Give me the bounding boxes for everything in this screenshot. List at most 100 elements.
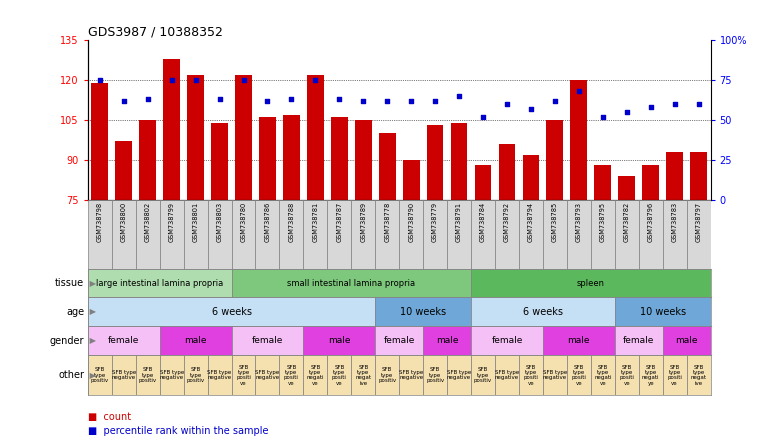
Point	[333, 95, 345, 103]
Bar	[423, 326, 471, 355]
Bar	[447, 355, 471, 395]
Point	[357, 97, 369, 104]
Bar	[471, 297, 615, 326]
Bar	[136, 200, 160, 269]
Bar	[231, 269, 471, 297]
Bar	[115, 141, 132, 200]
Bar	[495, 200, 519, 269]
Text: spleen: spleen	[577, 278, 605, 288]
Point	[189, 76, 202, 83]
Point	[668, 100, 681, 107]
Bar	[231, 326, 303, 355]
Text: SFB
type
positi
ve: SFB type positi ve	[284, 365, 299, 386]
Point	[477, 113, 489, 120]
Text: ▶: ▶	[87, 278, 96, 288]
Text: GSM738792: GSM738792	[504, 202, 510, 242]
Point	[238, 76, 250, 83]
Text: GSM738779: GSM738779	[432, 202, 438, 242]
Bar	[379, 133, 396, 200]
Text: female: female	[623, 336, 654, 345]
Text: GSM738799: GSM738799	[169, 202, 175, 242]
Text: female: female	[491, 336, 523, 345]
Point	[525, 105, 537, 112]
Bar	[447, 200, 471, 269]
Bar	[351, 200, 375, 269]
Bar	[183, 355, 208, 395]
Bar	[187, 75, 204, 200]
Text: SFB
type
positi
ve: SFB type positi ve	[332, 365, 347, 386]
Text: ■  count: ■ count	[88, 412, 131, 422]
Bar	[88, 355, 112, 395]
Bar	[662, 326, 711, 355]
Bar	[211, 123, 228, 200]
Bar	[687, 355, 711, 395]
Point	[645, 103, 657, 111]
Bar	[259, 117, 276, 200]
Bar	[474, 165, 491, 200]
Text: GSM738785: GSM738785	[552, 202, 558, 242]
Bar	[423, 355, 447, 395]
Text: gender: gender	[50, 336, 84, 346]
Bar	[495, 355, 519, 395]
Bar	[160, 326, 231, 355]
Text: SFB type
negative: SFB type negative	[160, 370, 184, 381]
Point	[692, 100, 704, 107]
Text: female: female	[108, 336, 140, 345]
Bar	[280, 355, 303, 395]
Text: GSM738784: GSM738784	[480, 202, 486, 242]
Bar	[615, 297, 711, 326]
Bar	[471, 200, 495, 269]
Point	[285, 95, 297, 103]
Bar	[423, 200, 447, 269]
Bar	[163, 59, 180, 200]
Text: 6 weeks: 6 weeks	[212, 307, 251, 317]
Text: 6 weeks: 6 weeks	[523, 307, 563, 317]
Text: GSM738786: GSM738786	[264, 202, 270, 242]
Bar	[375, 326, 423, 355]
Text: other: other	[58, 370, 84, 380]
Point	[620, 108, 633, 115]
Text: SFB
type
negati
ve: SFB type negati ve	[306, 365, 324, 386]
Bar	[112, 355, 136, 395]
Point	[166, 76, 178, 83]
Bar	[183, 200, 208, 269]
Bar	[88, 200, 112, 269]
Text: GSM738778: GSM738778	[384, 202, 390, 242]
Text: SFB
type
positiv: SFB type positiv	[91, 367, 109, 383]
Text: SFB
type
negati
ve: SFB type negati ve	[594, 365, 611, 386]
Bar	[88, 326, 160, 355]
Text: age: age	[66, 307, 84, 317]
Text: SFB type
negative: SFB type negative	[112, 370, 136, 381]
Bar	[303, 200, 327, 269]
Text: SFB
type
positi
ve: SFB type positi ve	[620, 365, 634, 386]
Bar	[400, 355, 423, 395]
Text: small intestinal lamina propria: small intestinal lamina propria	[287, 278, 416, 288]
Bar	[690, 152, 707, 200]
Bar	[160, 355, 183, 395]
Bar	[471, 326, 543, 355]
Point	[549, 97, 561, 104]
Bar	[567, 200, 591, 269]
Text: SFB
type
positi
ve: SFB type positi ve	[523, 365, 539, 386]
Bar	[351, 355, 375, 395]
Point	[381, 97, 393, 104]
Text: GSM738801: GSM738801	[193, 202, 199, 242]
Bar	[427, 125, 443, 200]
Text: GSM738800: GSM738800	[121, 202, 127, 242]
Text: GSM738797: GSM738797	[695, 202, 701, 242]
Text: GSM738793: GSM738793	[576, 202, 582, 242]
Bar	[235, 75, 252, 200]
Text: SFB
type
negat
ive: SFB type negat ive	[691, 365, 707, 386]
Bar	[615, 200, 639, 269]
Text: SFB
type
negat
ive: SFB type negat ive	[355, 365, 371, 386]
Bar	[571, 80, 588, 200]
Bar	[594, 165, 611, 200]
Bar	[231, 355, 255, 395]
Bar	[327, 200, 351, 269]
Text: SFB type
negative: SFB type negative	[208, 370, 231, 381]
Bar	[303, 355, 327, 395]
Text: female: female	[252, 336, 283, 345]
Bar	[208, 200, 231, 269]
Text: ■  percentile rank within the sample: ■ percentile rank within the sample	[88, 426, 268, 436]
Text: SFB
type
positi
ve: SFB type positi ve	[667, 365, 682, 386]
